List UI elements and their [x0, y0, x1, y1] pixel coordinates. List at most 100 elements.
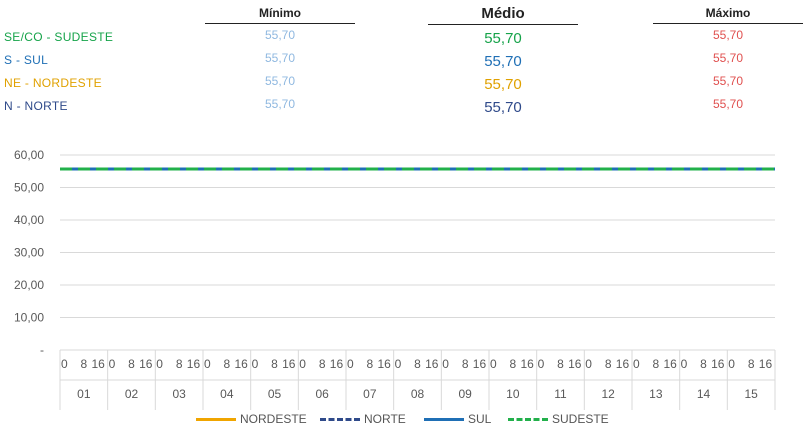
x-hour-label: 0	[395, 357, 402, 371]
x-hour-label: 8	[271, 357, 278, 371]
x-hour-label: 0	[728, 357, 735, 371]
x-hour-label: 8	[652, 357, 659, 371]
x-hour-label: 0	[299, 357, 306, 371]
x-day-label: 03	[172, 387, 186, 401]
x-day-label: 07	[363, 387, 377, 401]
region-label: NE - NORDESTE	[4, 76, 102, 90]
x-hour-label: 8	[700, 357, 707, 371]
x-hour-label: 16	[759, 357, 773, 371]
x-hour-label: 8	[80, 357, 87, 371]
x-hour-label: 8	[414, 357, 421, 371]
x-hour-label: 0	[538, 357, 545, 371]
x-day-label: 09	[458, 387, 472, 401]
legend-swatch	[508, 417, 548, 421]
x-hour-label: 8	[128, 357, 135, 371]
x-hour-label: 16	[187, 357, 201, 371]
x-hour-label: 16	[711, 357, 725, 371]
x-hour-label: 8	[748, 357, 755, 371]
x-day-label: 06	[315, 387, 329, 401]
region-label: N - NORTE	[4, 99, 68, 113]
header-medio: Médio	[481, 5, 525, 22]
max-value: 55,70	[712, 97, 744, 111]
x-hour-label: 8	[557, 357, 564, 371]
med-value: 55,70	[484, 76, 522, 93]
legend-item: NORTE	[320, 412, 406, 426]
header-minimo: Mínimo	[259, 6, 301, 20]
med-value: 55,70	[484, 30, 522, 47]
legend-label: SUL	[468, 412, 492, 426]
region-label: S - SUL	[4, 53, 49, 67]
x-hour-label: 16	[330, 357, 344, 371]
x-day-label: 14	[697, 387, 711, 401]
min-value: 55,70	[264, 74, 296, 88]
x-hour-label: 16	[234, 357, 248, 371]
header-medio-underline	[428, 24, 578, 25]
min-value: 55,70	[264, 51, 296, 65]
y-tick-label: 40,00	[14, 213, 44, 227]
chart-legend: NORDESTE NORTE SUL SUDESTE	[0, 412, 804, 434]
region-label: SE/CO - SUDESTE	[4, 30, 114, 44]
x-hour-label: 0	[442, 357, 449, 371]
x-day-label: 04	[220, 387, 234, 401]
med-value: 55,70	[484, 99, 522, 116]
x-hour-label: 0	[347, 357, 354, 371]
x-hour-label: 0	[109, 357, 116, 371]
legend-label: NORDESTE	[240, 412, 307, 426]
header-minimo-underline	[205, 23, 355, 24]
legend-item: SUL	[424, 412, 491, 426]
x-hour-label: 16	[568, 357, 582, 371]
x-day-label: 11	[554, 387, 567, 401]
x-day-label: 13	[649, 387, 663, 401]
x-day-label: 12	[601, 387, 615, 401]
x-hour-label: 0	[204, 357, 211, 371]
x-hour-label: 8	[176, 357, 183, 371]
x-hour-label: 0	[61, 357, 68, 371]
max-value: 55,70	[712, 51, 744, 65]
x-day-label: 10	[506, 387, 520, 401]
x-hour-label: 8	[319, 357, 326, 371]
x-hour-label: 16	[425, 357, 439, 371]
y-tick-label: 10,00	[14, 311, 44, 325]
x-hour-label: 0	[585, 357, 592, 371]
x-hour-label: 0	[156, 357, 163, 371]
med-value: 55,70	[484, 53, 522, 70]
y-tick-label: 50,00	[14, 181, 44, 195]
x-hour-label: 16	[520, 357, 534, 371]
x-hour-label: 16	[282, 357, 296, 371]
legend-item: SUDESTE	[508, 412, 609, 426]
min-value: 55,70	[264, 28, 296, 42]
x-day-label: 15	[744, 387, 758, 401]
y-tick-label: 20,00	[14, 278, 44, 292]
x-hour-label: 8	[223, 357, 230, 371]
y-tick-label: -	[40, 343, 44, 357]
x-hour-label: 8	[366, 357, 373, 371]
x-hour-label: 16	[377, 357, 391, 371]
y-tick-label: 30,00	[14, 246, 44, 260]
x-day-label: 01	[77, 387, 91, 401]
x-hour-label: 8	[605, 357, 612, 371]
legend-item: NORDESTE	[196, 412, 307, 426]
x-hour-label: 0	[633, 357, 640, 371]
max-value: 55,70	[712, 74, 744, 88]
x-hour-label: 16	[663, 357, 677, 371]
header-maximo-underline	[653, 23, 803, 24]
x-hour-label: 0	[490, 357, 497, 371]
x-hour-label: 8	[462, 357, 469, 371]
x-hour-label: 8	[509, 357, 516, 371]
legend-label: NORTE	[364, 412, 406, 426]
x-day-label: 02	[125, 387, 139, 401]
y-tick-label: 60,00	[14, 148, 44, 162]
legend-swatch	[424, 417, 464, 421]
legend-label: SUDESTE	[552, 412, 609, 426]
x-day-label: 08	[411, 387, 425, 401]
legend-swatch	[320, 417, 360, 421]
x-hour-label: 16	[473, 357, 487, 371]
min-value: 55,70	[264, 97, 296, 111]
x-hour-label: 0	[681, 357, 688, 371]
x-hour-label: 0	[252, 357, 259, 371]
legend-swatch	[196, 417, 236, 421]
x-hour-label: 16	[139, 357, 153, 371]
max-value: 55,70	[712, 28, 744, 42]
header-maximo: Máximo	[705, 6, 751, 20]
